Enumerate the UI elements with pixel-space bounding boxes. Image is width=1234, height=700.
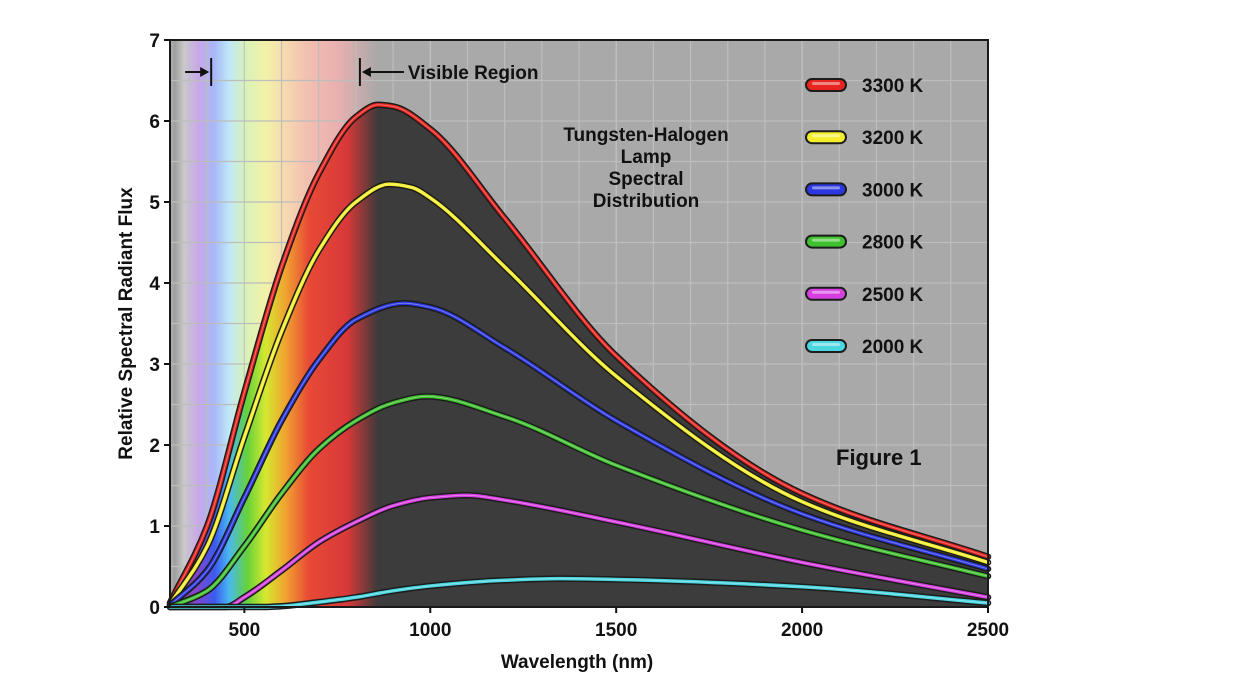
legend-swatch bbox=[805, 182, 847, 197]
y-tick-label: 5 bbox=[149, 193, 160, 214]
y-tick-label: 3 bbox=[149, 355, 160, 376]
legend-item: 2000 K bbox=[805, 337, 924, 358]
series-line-3000-k bbox=[168, 301, 990, 608]
chart-title-line: Distribution bbox=[593, 191, 700, 212]
y-tick-label: 4 bbox=[149, 274, 160, 295]
legend-label: 2500 K bbox=[862, 285, 924, 306]
y-tick-label: 7 bbox=[149, 31, 160, 52]
visible-region-annotation: Visible Region bbox=[185, 58, 538, 86]
visible-region-label: Visible Region bbox=[408, 63, 539, 84]
legend-item: 2800 K bbox=[805, 233, 924, 254]
y-tick-label: 1 bbox=[149, 517, 160, 538]
legend-label: 3000 K bbox=[862, 180, 924, 201]
visible-region-left-arrowhead bbox=[200, 67, 210, 77]
legend-swatch-highlight bbox=[812, 186, 840, 190]
legend-item: 3200 K bbox=[805, 128, 924, 149]
y-tick-label: 6 bbox=[149, 112, 160, 133]
series-line-2500-k bbox=[168, 493, 990, 609]
chart-title-line: Tungsten-Halogen bbox=[563, 125, 728, 146]
legend-label: 2800 K bbox=[862, 233, 924, 254]
legend-swatch-highlight bbox=[812, 134, 840, 138]
legend-swatch bbox=[805, 130, 847, 145]
series-line-3200-k bbox=[168, 182, 990, 607]
series-line-highlight bbox=[169, 494, 989, 608]
legend-label: 3300 K bbox=[862, 76, 924, 97]
legend-item: 3300 K bbox=[805, 76, 924, 97]
series-line-3300-k bbox=[168, 103, 990, 605]
legend-item: 3000 K bbox=[805, 180, 924, 201]
legend-swatch-highlight bbox=[812, 290, 840, 294]
series-line-highlight bbox=[169, 104, 989, 604]
series-line-2800-k bbox=[168, 394, 990, 609]
legend-swatch-highlight bbox=[812, 82, 840, 85]
legend-swatch bbox=[805, 339, 847, 353]
series-line-highlight bbox=[169, 302, 989, 606]
y-tick-label: 2 bbox=[149, 436, 160, 457]
legend-swatch bbox=[805, 78, 847, 92]
x-tick-label: 1500 bbox=[595, 620, 637, 641]
legend-swatch-highlight bbox=[812, 238, 840, 242]
chart-title-line: Lamp bbox=[621, 147, 672, 168]
chart-title-line: Spectral bbox=[609, 169, 684, 190]
legend-swatch-highlight bbox=[812, 343, 840, 346]
x-axis-label: Wavelength (nm) bbox=[501, 652, 653, 673]
y-axis-ticks: 0 1 2 3 4 5 6 7 bbox=[149, 31, 170, 619]
x-tick-label: 2000 bbox=[781, 620, 823, 641]
y-axis-label: Relative Spectral Radiant Flux bbox=[116, 187, 137, 460]
legend-label: 3200 K bbox=[862, 128, 924, 149]
plot-frame bbox=[169, 39, 989, 608]
figure-label: Figure 1 bbox=[836, 445, 922, 470]
x-axis-ticks: 500 1000 1500 2000 2500 bbox=[229, 607, 1009, 641]
legend: 3300 K 3200 K 3000 K 2800 K 2500 K 2000 K bbox=[805, 76, 924, 358]
legend-swatch bbox=[805, 286, 847, 301]
legend-label: 2000 K bbox=[862, 337, 924, 358]
x-tick-label: 1000 bbox=[409, 620, 451, 641]
y-tick-label: 0 bbox=[149, 598, 160, 619]
x-tick-label: 2500 bbox=[967, 620, 1009, 641]
chart-title: Tungsten-Halogen Lamp Spectral Distribut… bbox=[563, 125, 728, 212]
legend-swatch bbox=[805, 234, 847, 249]
series-line-highlight bbox=[169, 183, 989, 605]
visible-region-right-arrowhead bbox=[361, 67, 371, 77]
legend-item: 2500 K bbox=[805, 285, 924, 306]
series-line-highlight bbox=[169, 395, 989, 608]
x-tick-label: 500 bbox=[229, 620, 261, 641]
